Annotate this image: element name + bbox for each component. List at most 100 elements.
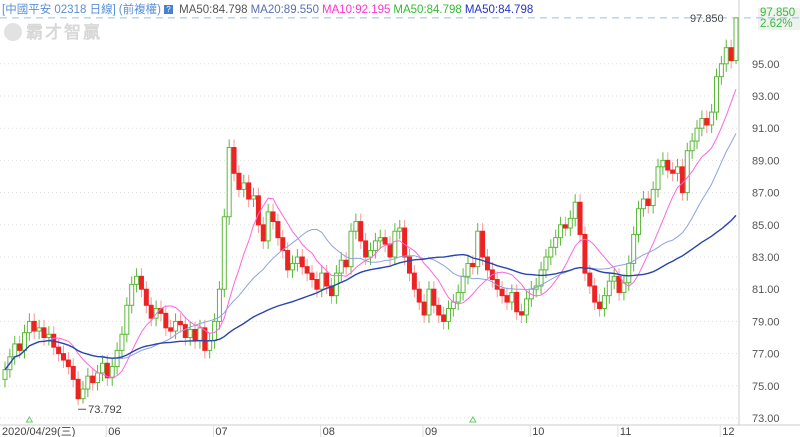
candle-up bbox=[523, 298, 529, 316]
candle-up bbox=[567, 217, 573, 229]
candle-down bbox=[138, 275, 144, 290]
x-tick-label: 07 bbox=[215, 426, 227, 437]
candle-up bbox=[606, 280, 612, 297]
candle-down bbox=[441, 314, 447, 322]
candle-down bbox=[592, 285, 598, 303]
candle-down bbox=[431, 288, 437, 306]
candle-up bbox=[119, 333, 125, 351]
last-price-label: 97.850 bbox=[690, 13, 724, 25]
adjust-mode[interactable]: (前複權) bbox=[118, 4, 161, 16]
ma-label: MA50:84.798 bbox=[393, 4, 462, 16]
candle-up bbox=[392, 230, 398, 258]
candle-down bbox=[343, 259, 349, 268]
candle-up bbox=[265, 211, 271, 242]
candle-up bbox=[294, 256, 300, 264]
candle-down bbox=[314, 279, 320, 290]
candle-up bbox=[426, 288, 432, 316]
candle-down bbox=[236, 172, 242, 190]
candle-down bbox=[285, 250, 291, 271]
candle-up bbox=[660, 159, 666, 168]
candle-up bbox=[694, 127, 700, 142]
candle-up bbox=[109, 365, 115, 379]
candle-down bbox=[562, 224, 568, 229]
x-tick-label: 10 bbox=[532, 426, 544, 437]
candle-up bbox=[12, 343, 18, 358]
candle-up bbox=[290, 262, 296, 271]
candle-up bbox=[675, 166, 681, 174]
ma50-line bbox=[4, 214, 737, 371]
candle-down bbox=[163, 312, 169, 329]
candle-up bbox=[207, 340, 213, 351]
candle-down bbox=[260, 224, 266, 242]
ma10-line bbox=[4, 89, 737, 378]
candle-down bbox=[470, 262, 476, 268]
candle-up bbox=[197, 327, 203, 342]
candle-down bbox=[597, 301, 603, 310]
candle-up bbox=[655, 166, 661, 190]
candle-up bbox=[353, 221, 359, 232]
y-tick-label: 73.00 bbox=[752, 413, 780, 425]
candle-down bbox=[704, 118, 710, 126]
candle-down bbox=[582, 233, 588, 274]
candle-down bbox=[65, 359, 71, 367]
candle-up bbox=[251, 195, 257, 200]
candle-down bbox=[104, 362, 110, 379]
candle-down bbox=[60, 353, 66, 361]
candle-up bbox=[95, 372, 101, 384]
logo-icon bbox=[4, 23, 22, 41]
candle-down bbox=[31, 320, 37, 332]
candle-up bbox=[338, 259, 344, 274]
y-tick-label: 93.00 bbox=[752, 91, 780, 103]
stock-title[interactable]: [中國平安 02318 日線] bbox=[2, 4, 116, 16]
candle-down bbox=[436, 304, 442, 316]
x-tick-label: 11 bbox=[620, 426, 631, 437]
candle-up bbox=[538, 269, 544, 287]
candle-down bbox=[616, 275, 622, 293]
candle-down bbox=[192, 328, 198, 342]
event-marker-icon bbox=[468, 416, 477, 423]
candle-up bbox=[216, 288, 222, 322]
x-tick-label: 06 bbox=[108, 426, 120, 437]
candle-up bbox=[714, 76, 720, 113]
candle-up bbox=[99, 362, 105, 374]
candle-up bbox=[650, 188, 656, 206]
candle-down bbox=[255, 195, 261, 226]
x-tick-label: 12 bbox=[722, 426, 734, 437]
candle-down bbox=[75, 378, 81, 400]
ma-label: MA50:84.798 bbox=[464, 4, 534, 16]
candle-up bbox=[368, 250, 373, 258]
y-tick-label: 79.00 bbox=[752, 316, 780, 328]
x-tick-label: 08 bbox=[323, 426, 335, 437]
candle-down bbox=[358, 221, 364, 242]
candle-down bbox=[324, 272, 330, 287]
candle-up bbox=[26, 320, 32, 334]
ma-label: MA20:89.550 bbox=[250, 4, 319, 16]
ma20-line bbox=[4, 133, 737, 371]
candle-down bbox=[519, 311, 525, 316]
candle-down bbox=[645, 198, 651, 206]
low-annotation-label: 73.792 bbox=[88, 404, 122, 416]
candle-up bbox=[372, 240, 378, 252]
candle-down bbox=[514, 291, 520, 313]
candle-down bbox=[504, 295, 510, 303]
candle-down bbox=[421, 301, 427, 316]
candle-up bbox=[241, 182, 247, 190]
candle-down bbox=[56, 346, 62, 355]
candle-up bbox=[709, 111, 715, 126]
event-marker-icon bbox=[25, 416, 34, 423]
candle-up bbox=[636, 208, 642, 235]
candle-down bbox=[665, 159, 671, 171]
candle-up bbox=[699, 118, 705, 129]
candle-down bbox=[670, 169, 676, 174]
candle-down bbox=[280, 237, 286, 252]
ma-label: MA10:92.195 bbox=[321, 4, 391, 16]
question-icon[interactable]: ? bbox=[163, 5, 173, 14]
chart-header: [中國平安 02318 日線] (前複權)? MA50:84.798 MA20:89… bbox=[2, 1, 536, 17]
candle-down bbox=[148, 304, 154, 319]
candle-up bbox=[80, 388, 86, 400]
candle-up bbox=[460, 275, 466, 293]
candle-up bbox=[319, 272, 325, 290]
x-tick-label: 2020/04/29(三) bbox=[2, 426, 75, 437]
candle-down bbox=[299, 256, 305, 268]
